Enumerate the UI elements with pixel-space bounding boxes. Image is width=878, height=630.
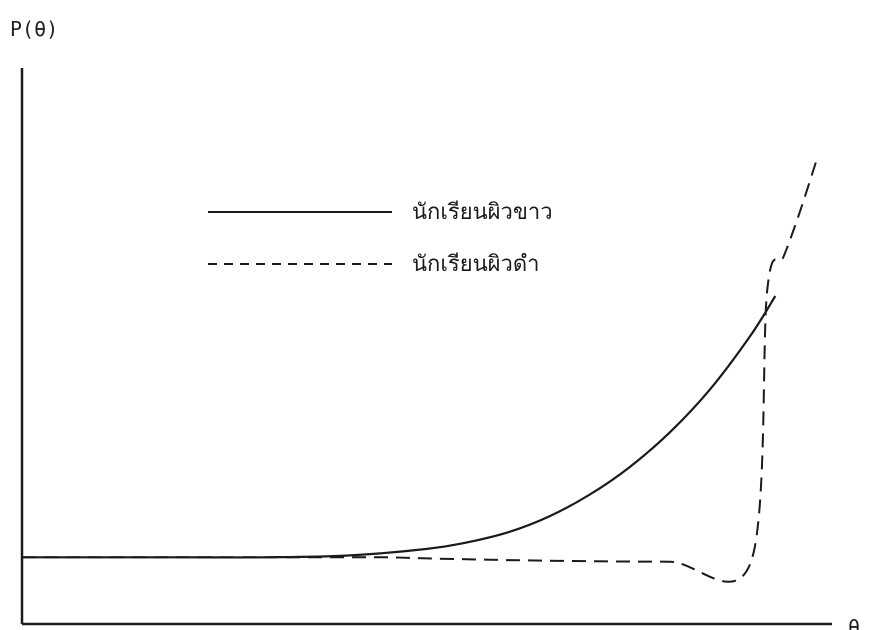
series-line-white-students xyxy=(21,295,777,559)
legend-label-black-students: นักเรียนผิวดำ xyxy=(412,252,540,277)
x-axis-label: θ xyxy=(848,615,860,630)
series-line-black-students xyxy=(21,162,817,583)
series-layer xyxy=(21,162,817,583)
legend-label-white-students: นักเรียนผิวขาว xyxy=(412,200,553,225)
legend-item-black-students: นักเรียนผิวดำ xyxy=(208,252,540,277)
legend: นักเรียนผิวขาว นักเรียนผิวดำ xyxy=(208,200,553,277)
legend-item-white-students: นักเรียนผิวขาว xyxy=(208,200,553,225)
y-axis-label: P(θ) xyxy=(10,17,58,41)
